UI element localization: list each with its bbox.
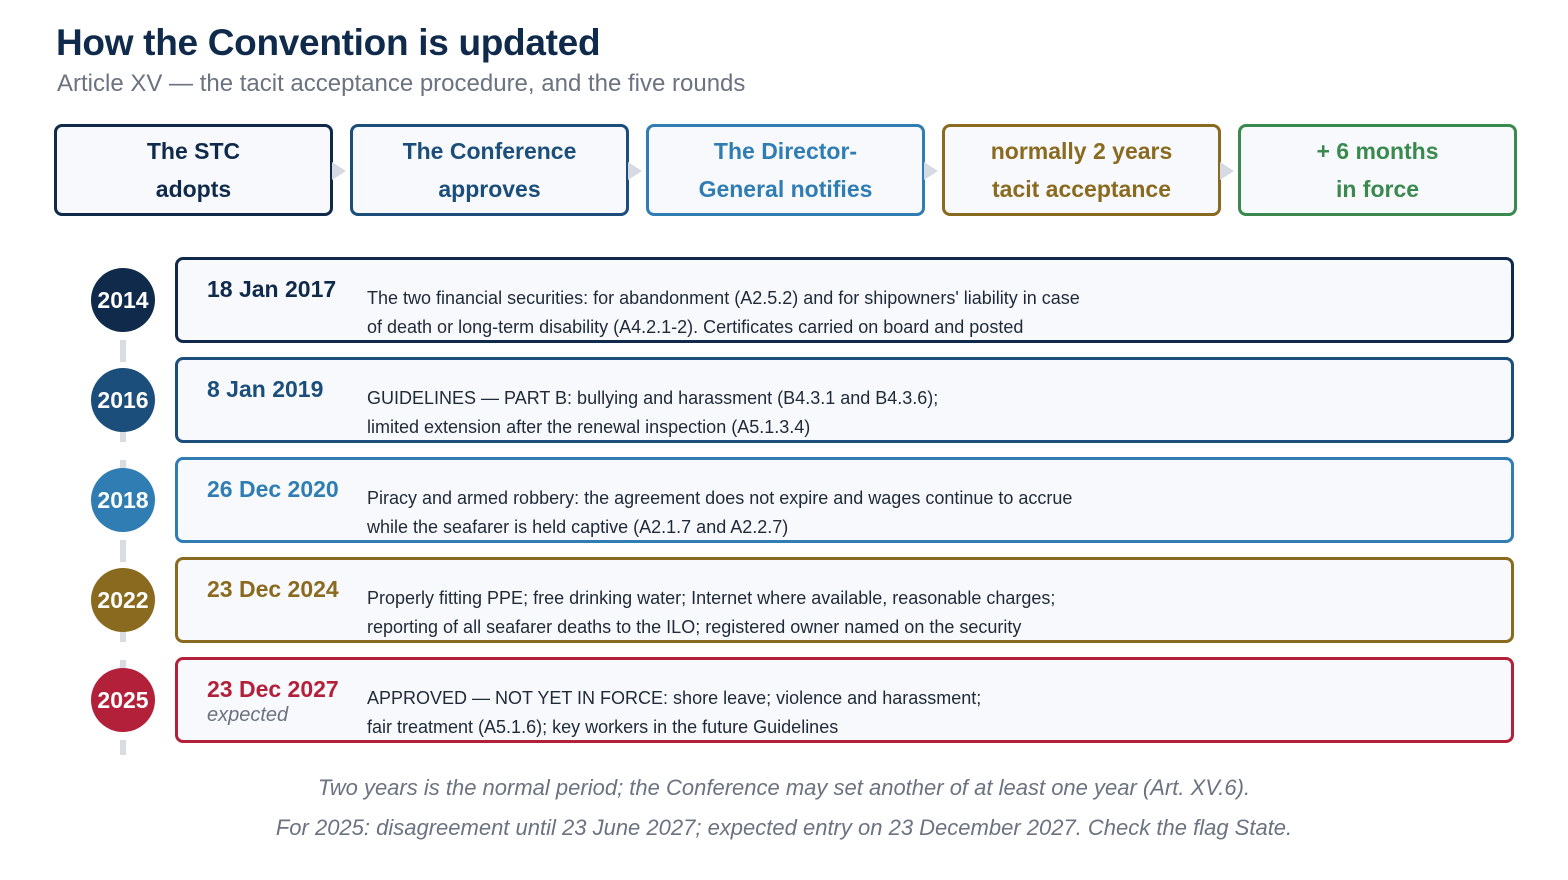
step-tacit-acceptance: normally 2 years tacit acceptance (942, 124, 1221, 216)
year-badge: 2022 (91, 568, 155, 632)
round-2014: 2014 18 Jan 2017 The two financial secur… (0, 257, 1568, 343)
entry-into-force-date: 23 Dec 2024 (207, 576, 339, 602)
footnote-line1: Two years is the normal period; the Conf… (317, 775, 1251, 800)
step-line2: tacit acceptance (992, 176, 1171, 202)
description-line2: of death or long-term disability (A4.2.1… (367, 317, 1024, 337)
description-line1: Piracy and armed robbery: the agreement … (367, 488, 1073, 508)
arrow-right-icon (332, 162, 346, 180)
round-card: 23 Dec 2024 Properly fitting PPE; free d… (175, 557, 1514, 643)
year-badge: 2025 (91, 668, 155, 732)
description-line2: reporting of all seafarer deaths to the … (367, 617, 1022, 637)
round-card: 8 Jan 2019 GUIDELINES — PART B: bullying… (175, 357, 1514, 443)
entry-into-force-date: 23 Dec 2027 (207, 676, 339, 702)
description-line1: APPROVED — NOT YET IN FORCE: shore leave… (367, 688, 982, 708)
description-line1: GUIDELINES — PART B: bullying and harass… (367, 388, 939, 408)
description-line2: fair treatment (A5.1.6); key workers in … (367, 717, 839, 737)
step-director-general-notifies: The Director- General notifies (646, 124, 925, 216)
year-badge: 2018 (91, 468, 155, 532)
page-title: How the Convention is updated (56, 22, 601, 63)
step-stc-adopts: The STC adopts (54, 124, 333, 216)
arrow-right-icon (924, 162, 938, 180)
round-2018: 2018 26 Dec 2020 Piracy and armed robber… (0, 457, 1568, 543)
round-2016: 2016 8 Jan 2019 GUIDELINES — PART B: bul… (0, 357, 1568, 443)
step-line1: normally 2 years (990, 138, 1173, 164)
round-2025: 2025 23 Dec 2027 expected APPROVED — NOT… (0, 657, 1568, 743)
step-line1: The Director- (713, 138, 858, 164)
step-line1: + 6 months (1316, 138, 1439, 164)
arrow-right-icon (628, 162, 642, 180)
step-line2: approves (438, 176, 541, 202)
step-line1: The STC (146, 138, 241, 164)
step-line2: General notifies (698, 176, 873, 202)
year-badge: 2016 (91, 368, 155, 432)
round-description: GUIDELINES — PART B: bullying and harass… (367, 384, 938, 442)
entry-into-force-date: 8 Jan 2019 (207, 376, 324, 402)
round-description: Piracy and armed robbery: the agreement … (367, 484, 1072, 542)
expected-label: expected (207, 704, 289, 726)
procedure-steps: The STC adopts The Conference approves T… (54, 124, 1517, 216)
description-line1: Properly fitting PPE; free drinking wate… (367, 588, 1056, 608)
entry-into-force-date: 26 Dec 2020 (207, 476, 339, 502)
round-2022: 2022 23 Dec 2024 Properly fitting PPE; f… (0, 557, 1568, 643)
round-description: APPROVED — NOT YET IN FORCE: shore leave… (367, 684, 981, 742)
description-line1: The two financial securities: for abando… (367, 288, 1080, 308)
arrow-right-icon (1220, 162, 1234, 180)
round-card: 26 Dec 2020 Piracy and armed robbery: th… (175, 457, 1514, 543)
step-in-force: + 6 months in force (1238, 124, 1517, 216)
round-card: 18 Jan 2017 The two financial securities… (175, 257, 1514, 343)
round-description: The two financial securities: for abando… (367, 284, 1080, 342)
step-line2: adopts (155, 176, 232, 202)
year-badge: 2014 (91, 268, 155, 332)
step-conference-approves: The Conference approves (350, 124, 629, 216)
page-subtitle: Article XV — the tacit acceptance proced… (57, 70, 746, 97)
description-line2: limited extension after the renewal insp… (367, 417, 811, 437)
entry-into-force-date: 18 Jan 2017 (207, 276, 337, 302)
description-line2: while the seafarer is held captive (A2.1… (367, 517, 789, 537)
step-line2: in force (1335, 176, 1420, 202)
round-description: Properly fitting PPE; free drinking wate… (367, 584, 1055, 642)
footnote-line2: For 2025: disagreement until 23 June 202… (275, 815, 1293, 840)
step-line1: The Conference (402, 138, 577, 164)
round-card: 23 Dec 2027 expected APPROVED — NOT YET … (175, 657, 1514, 743)
